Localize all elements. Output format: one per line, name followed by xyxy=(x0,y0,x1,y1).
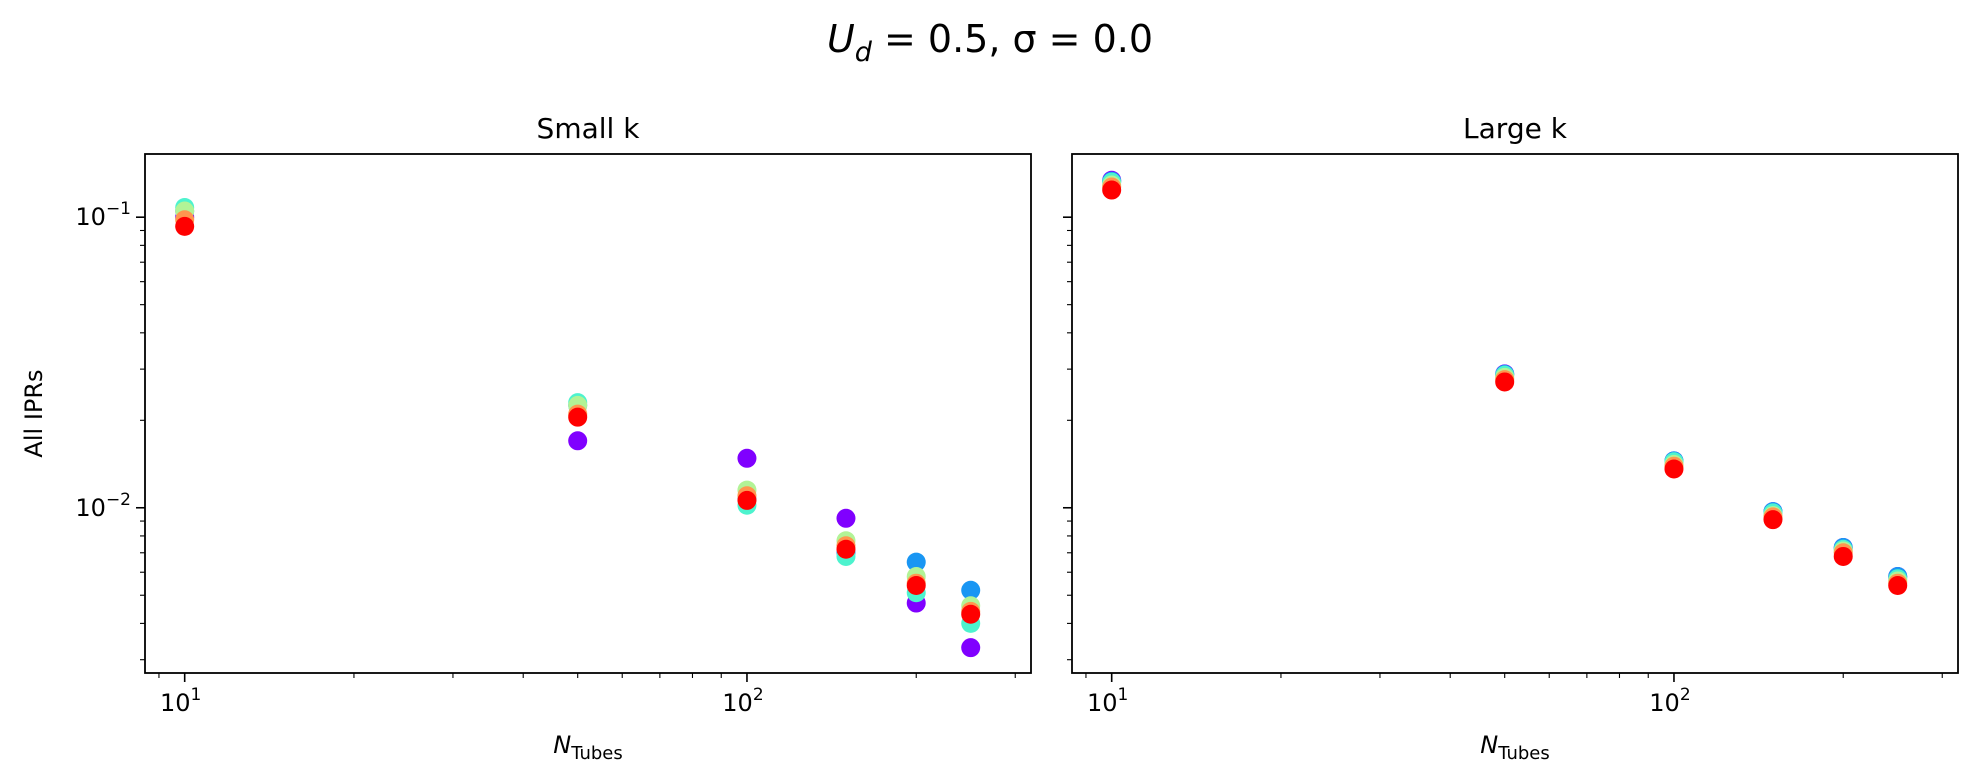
x-axis-label: NTubes xyxy=(1480,731,1550,764)
panel-title: Large k xyxy=(1463,112,1568,145)
data-point xyxy=(961,638,981,658)
y-tick-label: 10−2 xyxy=(75,490,131,522)
panel-title: Small k xyxy=(537,112,641,145)
plot-frame xyxy=(144,153,1032,674)
x-axis-label: NTubes xyxy=(553,731,623,764)
data-point xyxy=(737,490,757,510)
data-point xyxy=(175,216,195,236)
data-point xyxy=(1102,180,1122,200)
panel-2: Large k 101 102 NTubes xyxy=(1063,112,1959,764)
x-tick-label: 102 xyxy=(1649,685,1690,717)
data-point xyxy=(568,407,588,427)
data-point xyxy=(836,539,856,559)
data-point xyxy=(1495,372,1515,392)
y-axis-label: All IPRs xyxy=(20,369,48,457)
data-point xyxy=(1664,459,1684,479)
data-point xyxy=(961,604,981,624)
plot-frame xyxy=(1071,153,1959,674)
suptitle-rest: = 0.5, σ = 0.0 xyxy=(872,17,1153,61)
data-point xyxy=(1888,576,1908,596)
data-point xyxy=(1833,546,1853,566)
data-point xyxy=(568,431,588,451)
series-6 xyxy=(1102,180,1908,596)
suptitle-sub: d xyxy=(855,37,873,68)
series-6 xyxy=(175,216,981,624)
x-tick-label: 101 xyxy=(1087,685,1128,717)
suptitle: Ud = 0.5, σ = 0.0 xyxy=(827,17,1153,68)
panel-1: Small k 101 102 10−2 10−1 NTubes All IPRs xyxy=(20,112,1032,764)
x-tick-label: 101 xyxy=(160,685,201,717)
data-point xyxy=(836,508,856,528)
y-tick-label: 10−1 xyxy=(75,199,131,231)
data-point xyxy=(906,576,926,596)
data-point xyxy=(737,448,757,468)
x-tick-label: 102 xyxy=(722,685,763,717)
data-point xyxy=(961,580,981,600)
data-point xyxy=(1763,510,1783,530)
series-1 xyxy=(175,207,981,658)
data-point xyxy=(906,552,926,572)
suptitle-main: U xyxy=(827,17,855,61)
